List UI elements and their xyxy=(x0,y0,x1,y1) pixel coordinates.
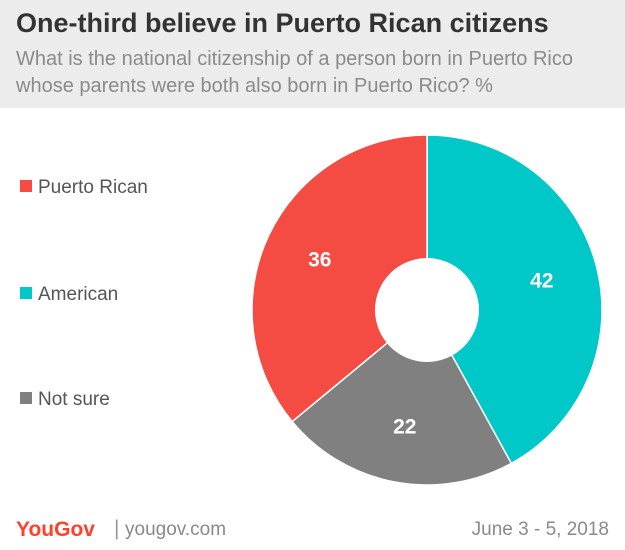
footer-separator: | xyxy=(114,517,120,540)
donut-hole xyxy=(375,258,479,362)
legend-label: Puerto Rican xyxy=(38,177,148,198)
chart-subtitle: What is the national citizenship of a pe… xyxy=(16,48,573,97)
legend-label: Not sure xyxy=(38,389,110,410)
footer-date: June 3 - 5, 2018 xyxy=(471,519,609,540)
legend-label: American xyxy=(38,284,119,305)
data-label-not-sure: 22 xyxy=(393,415,416,438)
slice-puerto-rican xyxy=(251,134,428,423)
slice-not-sure xyxy=(291,308,513,486)
header-band: One-third believe in Puerto Rican citize… xyxy=(0,0,625,108)
data-label-american: 42 xyxy=(530,270,553,293)
legend-item-not-sure: Not sure xyxy=(20,389,110,411)
legend-item-american: American xyxy=(20,284,118,306)
yougov-logo: YouGov xyxy=(16,518,95,541)
legend-swatch-american xyxy=(20,287,32,299)
legend-swatch-not-sure xyxy=(20,392,32,404)
chart-title: One-third believe in Puerto Rican citize… xyxy=(16,8,549,38)
data-label-puerto-rican: 36 xyxy=(308,249,331,272)
footer-site: yougov.com xyxy=(125,519,227,540)
slice-american xyxy=(426,134,603,465)
legend-swatch-puerto-rican xyxy=(20,180,32,192)
legend-item-puerto-rican: Puerto Rican xyxy=(20,177,148,199)
